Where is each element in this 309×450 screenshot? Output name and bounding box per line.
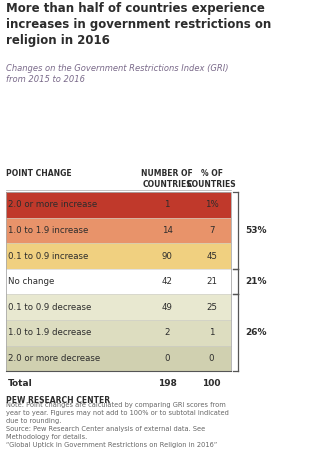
FancyBboxPatch shape <box>6 346 231 371</box>
Text: 0: 0 <box>164 354 170 363</box>
FancyBboxPatch shape <box>6 243 231 269</box>
Text: 21: 21 <box>206 277 217 286</box>
Text: No change: No change <box>8 277 55 286</box>
Text: 42: 42 <box>162 277 172 286</box>
Text: % OF
COUNTRIES: % OF COUNTRIES <box>187 169 236 189</box>
FancyBboxPatch shape <box>6 320 231 346</box>
FancyBboxPatch shape <box>6 294 231 320</box>
Text: PEW RESEARCH CENTER: PEW RESEARCH CENTER <box>6 396 110 405</box>
Text: 49: 49 <box>162 303 172 312</box>
Text: Changes on the Government Restrictions Index (GRI)
from 2015 to 2016: Changes on the Government Restrictions I… <box>6 64 228 84</box>
Text: 1.0 to 1.9 decrease: 1.0 to 1.9 decrease <box>8 328 92 338</box>
Text: 7: 7 <box>209 226 214 235</box>
Text: Total: Total <box>8 379 33 388</box>
Text: 0: 0 <box>209 354 214 363</box>
Text: 0.1 to 0.9 decrease: 0.1 to 0.9 decrease <box>8 303 92 312</box>
FancyBboxPatch shape <box>6 269 231 294</box>
Text: 100: 100 <box>202 379 221 388</box>
Text: NUMBER OF
COUNTRIES: NUMBER OF COUNTRIES <box>141 169 193 189</box>
Text: 90: 90 <box>162 252 172 261</box>
Text: 0.1 to 0.9 increase: 0.1 to 0.9 increase <box>8 252 89 261</box>
Text: 1.0 to 1.9 increase: 1.0 to 1.9 increase <box>8 226 89 235</box>
Text: 25: 25 <box>206 303 217 312</box>
Text: 21%: 21% <box>245 277 267 286</box>
Text: 198: 198 <box>158 379 176 388</box>
Text: 14: 14 <box>162 226 172 235</box>
Text: 1%: 1% <box>205 200 218 209</box>
Text: 2.0 or more decrease: 2.0 or more decrease <box>8 354 101 363</box>
Text: 2: 2 <box>164 328 170 338</box>
FancyBboxPatch shape <box>6 192 231 218</box>
FancyBboxPatch shape <box>6 218 231 243</box>
Text: 1: 1 <box>164 200 170 209</box>
Text: POINT CHANGE: POINT CHANGE <box>6 169 71 178</box>
Text: 53%: 53% <box>245 226 267 235</box>
Text: More than half of countries experience
increases in government restrictions on
r: More than half of countries experience i… <box>6 2 271 47</box>
Text: Note: Point changes are calculated by comparing GRI scores from
year to year. Fi: Note: Point changes are calculated by co… <box>6 402 228 448</box>
Text: 1: 1 <box>209 328 214 338</box>
Text: 2.0 or more increase: 2.0 or more increase <box>8 200 98 209</box>
Text: 45: 45 <box>206 252 217 261</box>
Text: 26%: 26% <box>245 328 267 338</box>
